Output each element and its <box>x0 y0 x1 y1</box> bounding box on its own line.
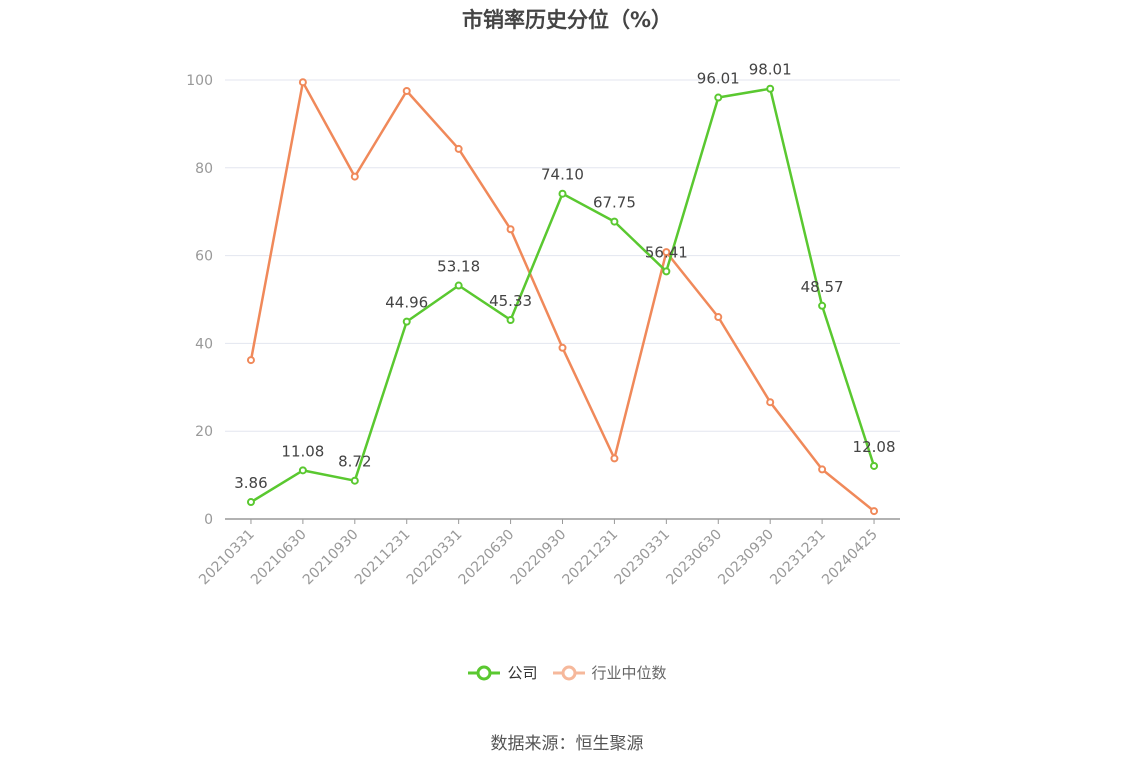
y-tick-label: 100 <box>186 73 213 89</box>
x-tick-label: 20211231 <box>352 527 414 589</box>
data-label-company: 11.08 <box>281 442 324 460</box>
y-tick-label: 80 <box>195 161 213 177</box>
x-tick-label: 20221231 <box>560 527 622 589</box>
legend: 公司 行业中位数 <box>0 662 1134 683</box>
data-label-company: 48.57 <box>801 278 844 296</box>
data-point-company <box>558 189 567 198</box>
y-tick-label: 60 <box>195 249 213 265</box>
data-point-company <box>246 498 255 507</box>
data-label-company: 74.10 <box>541 166 584 184</box>
data-point-company <box>610 217 619 226</box>
x-tick-label: 20230930 <box>715 527 777 589</box>
legend-label-industry-median: 行业中位数 <box>591 664 667 682</box>
data-point-company <box>766 84 775 93</box>
data-point-industry-median <box>818 465 827 474</box>
data-point-company <box>350 476 359 485</box>
data-point-company <box>870 461 879 470</box>
y-tick-label: 20 <box>195 424 213 440</box>
data-point-industry-median <box>506 225 515 234</box>
x-tick-label: 20210630 <box>248 527 310 589</box>
legend-item-company[interactable]: 公司 <box>467 662 538 683</box>
data-point-industry-median <box>610 454 619 463</box>
x-tick-label: 20230331 <box>611 527 673 589</box>
data-point-industry-median <box>350 172 359 181</box>
data-point-industry-median <box>454 144 463 153</box>
data-label-company: 12.08 <box>853 438 896 456</box>
chart-title: 市销率历史分位（%） <box>461 8 673 32</box>
data-label-company: 98.01 <box>749 61 792 79</box>
series-line-industry-median <box>249 80 875 513</box>
data-point-industry-median <box>714 313 723 322</box>
x-tick-label: 20210930 <box>300 527 362 589</box>
data-point-industry-median <box>766 398 775 407</box>
data-label-company: 96.01 <box>697 70 740 88</box>
legend-industry-median-marker-icon <box>552 665 585 680</box>
data-point-industry-median <box>402 86 411 95</box>
data-point-company <box>662 267 671 276</box>
data-point-company <box>506 316 515 325</box>
data-point-company <box>402 317 411 326</box>
legend-label-company: 公司 <box>507 664 538 682</box>
x-tick-label: 20220331 <box>404 527 466 589</box>
series-line-company <box>250 87 876 504</box>
data-point-company <box>818 301 827 310</box>
data-point-industry-median <box>870 507 879 516</box>
legend-item-industry-median[interactable]: 行业中位数 <box>552 662 667 683</box>
data-label-company: 53.18 <box>437 258 480 276</box>
data-point-company <box>454 281 463 290</box>
data-source: 数据来源：恒生聚源 <box>490 734 644 754</box>
data-point-company <box>714 93 723 102</box>
data-point-industry-median <box>662 248 671 257</box>
y-tick-label: 40 <box>195 336 213 352</box>
data-point-company <box>298 466 307 475</box>
data-point-industry-median <box>246 356 255 365</box>
x-tick-label: 20231231 <box>767 527 829 589</box>
data-label-company: 44.96 <box>385 294 428 312</box>
x-tick-label: 20210331 <box>196 527 258 589</box>
data-label-company: 8.72 <box>338 453 371 471</box>
data-point-industry-median <box>298 78 307 87</box>
x-tick-label: 20220630 <box>456 527 518 589</box>
data-point-industry-median <box>558 343 567 352</box>
y-tick-label: 0 <box>204 512 213 528</box>
legend-company-marker-icon <box>468 665 501 680</box>
data-label-company: 3.86 <box>234 474 267 492</box>
data-label-company: 45.33 <box>489 292 532 310</box>
x-tick-label: 20220930 <box>508 527 570 589</box>
data-label-company: 56.41 <box>645 243 688 261</box>
data-label-company: 67.75 <box>593 194 636 212</box>
x-tick-label: 20240425 <box>819 527 881 589</box>
x-tick-label: 20230630 <box>663 527 725 589</box>
